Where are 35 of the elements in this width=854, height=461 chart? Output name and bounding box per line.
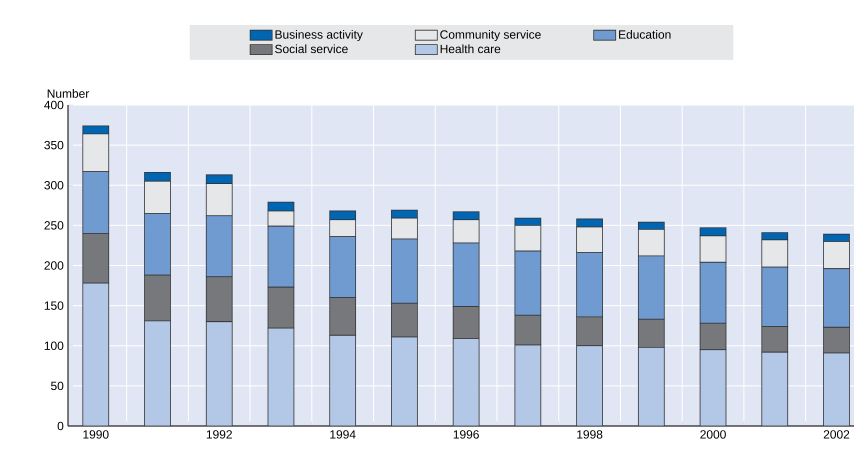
bar: [452, 338, 480, 426]
x-tick-label: 1990: [83, 430, 109, 439]
bar: [391, 336, 418, 426]
bar: [82, 282, 110, 426]
x-tick-label: 2002: [824, 430, 850, 439]
x-tick-label: 2000: [700, 430, 726, 439]
bar: [268, 328, 294, 426]
y-tick-label: 400: [44, 100, 64, 110]
bar: [514, 344, 542, 426]
y-tick-label: 300: [44, 181, 64, 190]
bar: [700, 349, 726, 426]
y-tick-label: 200: [44, 261, 64, 270]
bar: [823, 352, 850, 426]
bar: [329, 334, 356, 426]
y-tick-label: 350: [44, 140, 64, 150]
x-tick-label: 1998: [577, 430, 602, 439]
y-tick-label: 100: [44, 342, 64, 350]
y-tick-label: 150: [44, 301, 64, 310]
bar: [144, 320, 171, 426]
bar: [576, 345, 603, 426]
legend-label: Health care: [440, 44, 500, 54]
x-tick-label: 1996: [454, 430, 479, 439]
y-tick-label: 250: [44, 221, 64, 230]
legend-label: Business activity: [276, 30, 363, 42]
legend-label: Social service: [275, 44, 348, 54]
legend-label: Community service: [440, 30, 541, 42]
y-tick-label: 0: [58, 422, 64, 430]
bar: [206, 321, 233, 426]
bar: [638, 346, 665, 426]
legend-label: Education: [619, 30, 670, 39]
y-axis-title: Number: [48, 89, 90, 98]
y-tick-label: 50: [51, 382, 64, 390]
bar: [761, 352, 788, 426]
x-tick-label: 1994: [330, 430, 356, 439]
x-tick-label: 1992: [206, 430, 232, 439]
